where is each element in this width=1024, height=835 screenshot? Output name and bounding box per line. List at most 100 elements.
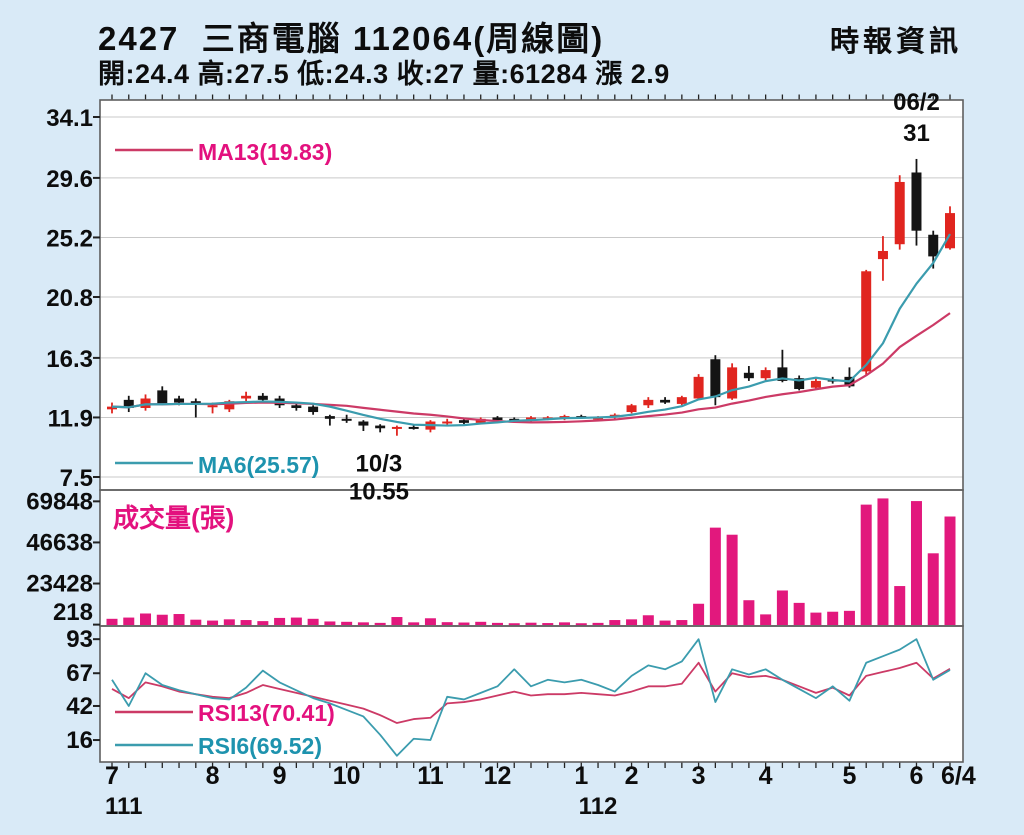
candle-body <box>760 370 771 379</box>
candle-body <box>693 376 704 399</box>
annotation-date: 10/3 <box>356 451 403 478</box>
price-tick-label: 11.9 <box>48 405 93 432</box>
year-label: 112 <box>579 793 618 820</box>
month-label: 3 <box>692 762 706 790</box>
volume-bar <box>458 622 470 625</box>
candle-body <box>291 405 302 408</box>
ma6-line <box>111 233 951 427</box>
candle-body <box>358 421 369 426</box>
volume-bar <box>257 621 269 625</box>
candle-body <box>794 378 805 390</box>
candle-body <box>123 399 134 408</box>
volume-bar <box>760 614 772 625</box>
candle-body <box>643 399 654 406</box>
candle-body <box>157 390 168 404</box>
volume-bar <box>894 586 906 625</box>
candle-body <box>324 416 335 419</box>
volume-bar <box>173 614 185 625</box>
volume-bar <box>676 620 688 625</box>
candle-body <box>207 405 218 408</box>
candle-body <box>308 406 319 413</box>
rsi-tick-label: 42 <box>66 693 93 720</box>
rsi13-legend-label: RSI13(70.41) <box>198 700 335 726</box>
candle-body <box>408 426 419 429</box>
volume-bar <box>559 622 571 625</box>
volume-bar <box>341 621 353 625</box>
volume-bar <box>475 621 487 625</box>
ma13-legend-label: MA13(19.83) <box>198 139 332 165</box>
candle-body <box>442 421 453 424</box>
annotation-high: 06/2 31 <box>893 89 940 147</box>
month-label: 2 <box>625 762 639 790</box>
candle-body <box>224 401 235 410</box>
volume-bar <box>374 622 386 625</box>
x-axis-ticks <box>111 94 951 768</box>
rsi6-legend-label: RSI6(69.52) <box>198 733 322 759</box>
volume-bar <box>810 612 822 625</box>
data-source-label: 時報資訊 <box>830 26 963 58</box>
volume-bar <box>357 622 369 625</box>
volume-bar <box>743 600 755 625</box>
volume-bar <box>274 617 286 625</box>
candle-body <box>257 395 268 400</box>
volume-bar <box>575 623 587 626</box>
candle-body <box>190 401 201 404</box>
volume-bar <box>726 534 738 625</box>
volume-tick-label: 218 <box>53 599 93 626</box>
candle-body <box>928 234 939 257</box>
volume-bar <box>140 613 152 625</box>
annotation-date: 06/2 <box>893 89 940 116</box>
candle-body <box>626 405 637 413</box>
price-panel <box>100 100 963 490</box>
candle-body <box>458 420 469 423</box>
candle-body <box>727 367 738 399</box>
rsi-tick-label: 16 <box>66 727 93 754</box>
annotation-price: 31 <box>903 120 930 147</box>
month-label: 1 <box>574 762 588 790</box>
candle-body <box>174 398 185 403</box>
volume-bar <box>609 620 621 625</box>
volume-bar <box>307 618 319 625</box>
candle-body <box>140 398 151 408</box>
volume-bar <box>123 617 135 625</box>
volume-bar <box>693 603 705 625</box>
candle-body <box>877 250 888 260</box>
volume-bar <box>156 614 168 625</box>
volume-bar <box>408 622 420 625</box>
candle-body <box>676 397 687 404</box>
candle-body <box>375 425 386 429</box>
price-tick-label: 25.2 <box>46 225 93 252</box>
candle-body <box>107 406 117 410</box>
price-tick-label: 7.5 <box>60 465 93 492</box>
price-tick-label: 29.6 <box>46 166 93 193</box>
volume-bar <box>642 615 654 625</box>
candle-body <box>241 395 252 399</box>
volume-bar <box>190 619 202 625</box>
legends: MA13(19.83) MA6(25.57) 成交量(張) RSI13(70.41) R… <box>113 139 335 759</box>
annotation-low: 10/310.55 <box>349 451 409 506</box>
volume-panel <box>100 490 963 626</box>
month-label: 8 <box>206 762 220 790</box>
volume-bar <box>223 619 235 625</box>
rsi-panel-border <box>99 625 964 763</box>
ma6-legend-label: MA6(25.57) <box>198 452 319 478</box>
volume-bar <box>207 620 219 625</box>
candle-body <box>894 181 905 245</box>
volume-bar <box>391 617 403 625</box>
volume-bar <box>542 623 554 626</box>
annotation-price: 10.55 <box>349 479 409 506</box>
candle-body <box>526 417 536 421</box>
volume-bar <box>324 621 336 625</box>
volume-bar <box>106 618 118 625</box>
volume-bar <box>827 611 839 625</box>
volume-bar <box>424 618 436 625</box>
price-tick-label: 16.3 <box>46 346 93 373</box>
volume-bar <box>592 622 604 625</box>
month-label: 5 <box>842 762 856 790</box>
month-label: 6 <box>910 762 924 790</box>
month-label: 6/4 <box>941 762 976 790</box>
volume-tick-label: 23428 <box>26 571 93 598</box>
volume-bar <box>441 622 453 625</box>
